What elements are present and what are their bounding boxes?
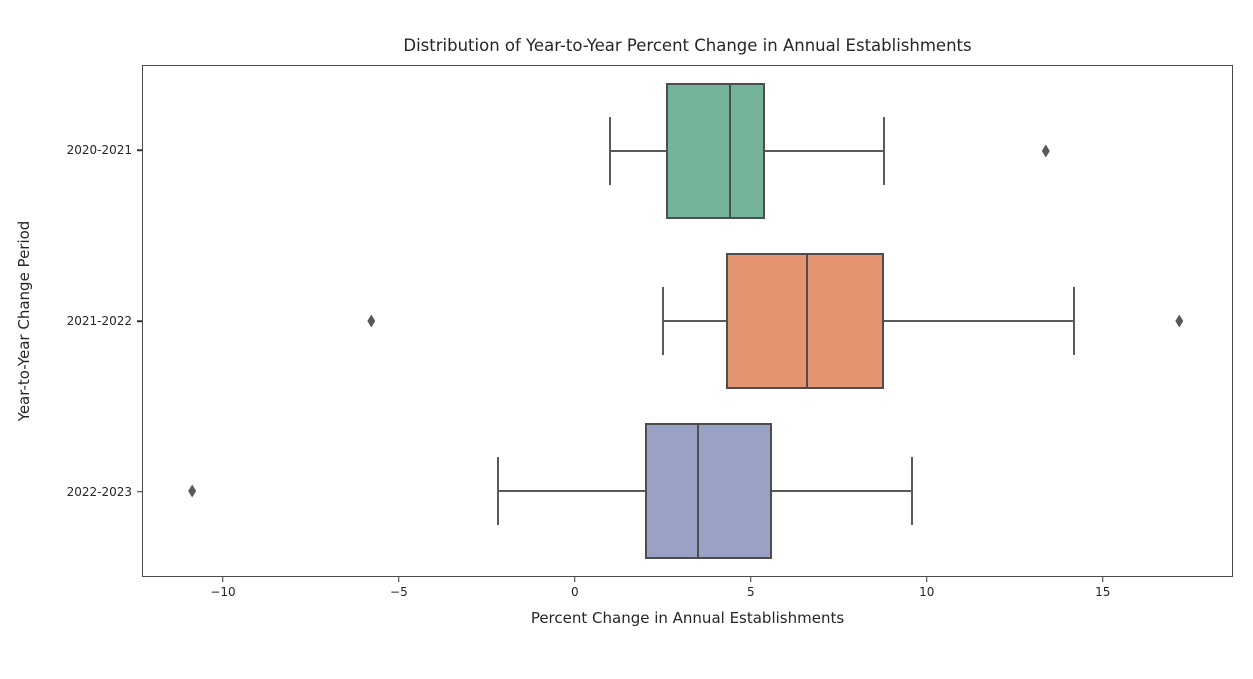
- x-tick-mark: [750, 577, 752, 582]
- box-2021-2022: [726, 253, 885, 389]
- median-line: [697, 423, 700, 559]
- outlier-point: [188, 484, 197, 498]
- x-tick-label: −10: [210, 585, 236, 599]
- x-tick-mark: [222, 577, 224, 582]
- whisker-cap-low: [496, 457, 499, 525]
- x-axis-label: Percent Change in Annual Establishments: [530, 609, 845, 627]
- x-tick-label: 0: [571, 585, 579, 599]
- x-axis: −10 −5 0 5 10 15: [142, 577, 1233, 627]
- whisker-cap-low: [609, 117, 612, 185]
- y-tick-mark: [137, 490, 142, 493]
- y-tick-label: 2021-2022: [66, 314, 132, 328]
- whisker-cap-low: [661, 287, 664, 355]
- x-tick-label: 5: [747, 585, 755, 599]
- y-tick-label: 2020-2021: [66, 143, 132, 158]
- y-axis: 2020-2021 2021-2022 2022-2023: [0, 65, 142, 577]
- outlier-point: [367, 314, 376, 328]
- x-tick-mark: [1102, 577, 1104, 582]
- whisker-cap-high: [883, 117, 886, 185]
- x-tick-label: −5: [390, 585, 408, 599]
- whisker-line-low: [497, 490, 646, 492]
- x-tick-label: 15: [1095, 585, 1111, 599]
- y-tick-label: 2022-2023: [66, 484, 132, 499]
- box-2022-2023: [645, 423, 772, 559]
- median-line: [805, 253, 808, 389]
- y-tick-mark: [137, 320, 142, 322]
- whisker-line-low: [662, 320, 727, 322]
- x-tick-mark: [398, 577, 400, 582]
- outlier-point: [1175, 314, 1184, 328]
- whisker-line-high: [764, 150, 885, 152]
- y-tick-mark: [137, 149, 142, 152]
- chart-title: Distribution of Year-to-Year Percent Cha…: [403, 36, 972, 55]
- x-tick-mark: [926, 577, 928, 582]
- whisker-cap-high: [911, 457, 914, 525]
- box-2020-2021: [666, 83, 765, 219]
- whisker-line-high: [884, 320, 1074, 322]
- whisker-line-low: [610, 150, 667, 152]
- x-tick-mark: [574, 577, 576, 582]
- whisker-line-high: [771, 490, 913, 492]
- median-line: [728, 83, 731, 219]
- plot-area: [142, 65, 1233, 577]
- whisker-cap-high: [1072, 287, 1075, 355]
- outlier-point: [1041, 144, 1050, 158]
- x-tick-label: 10: [919, 585, 935, 599]
